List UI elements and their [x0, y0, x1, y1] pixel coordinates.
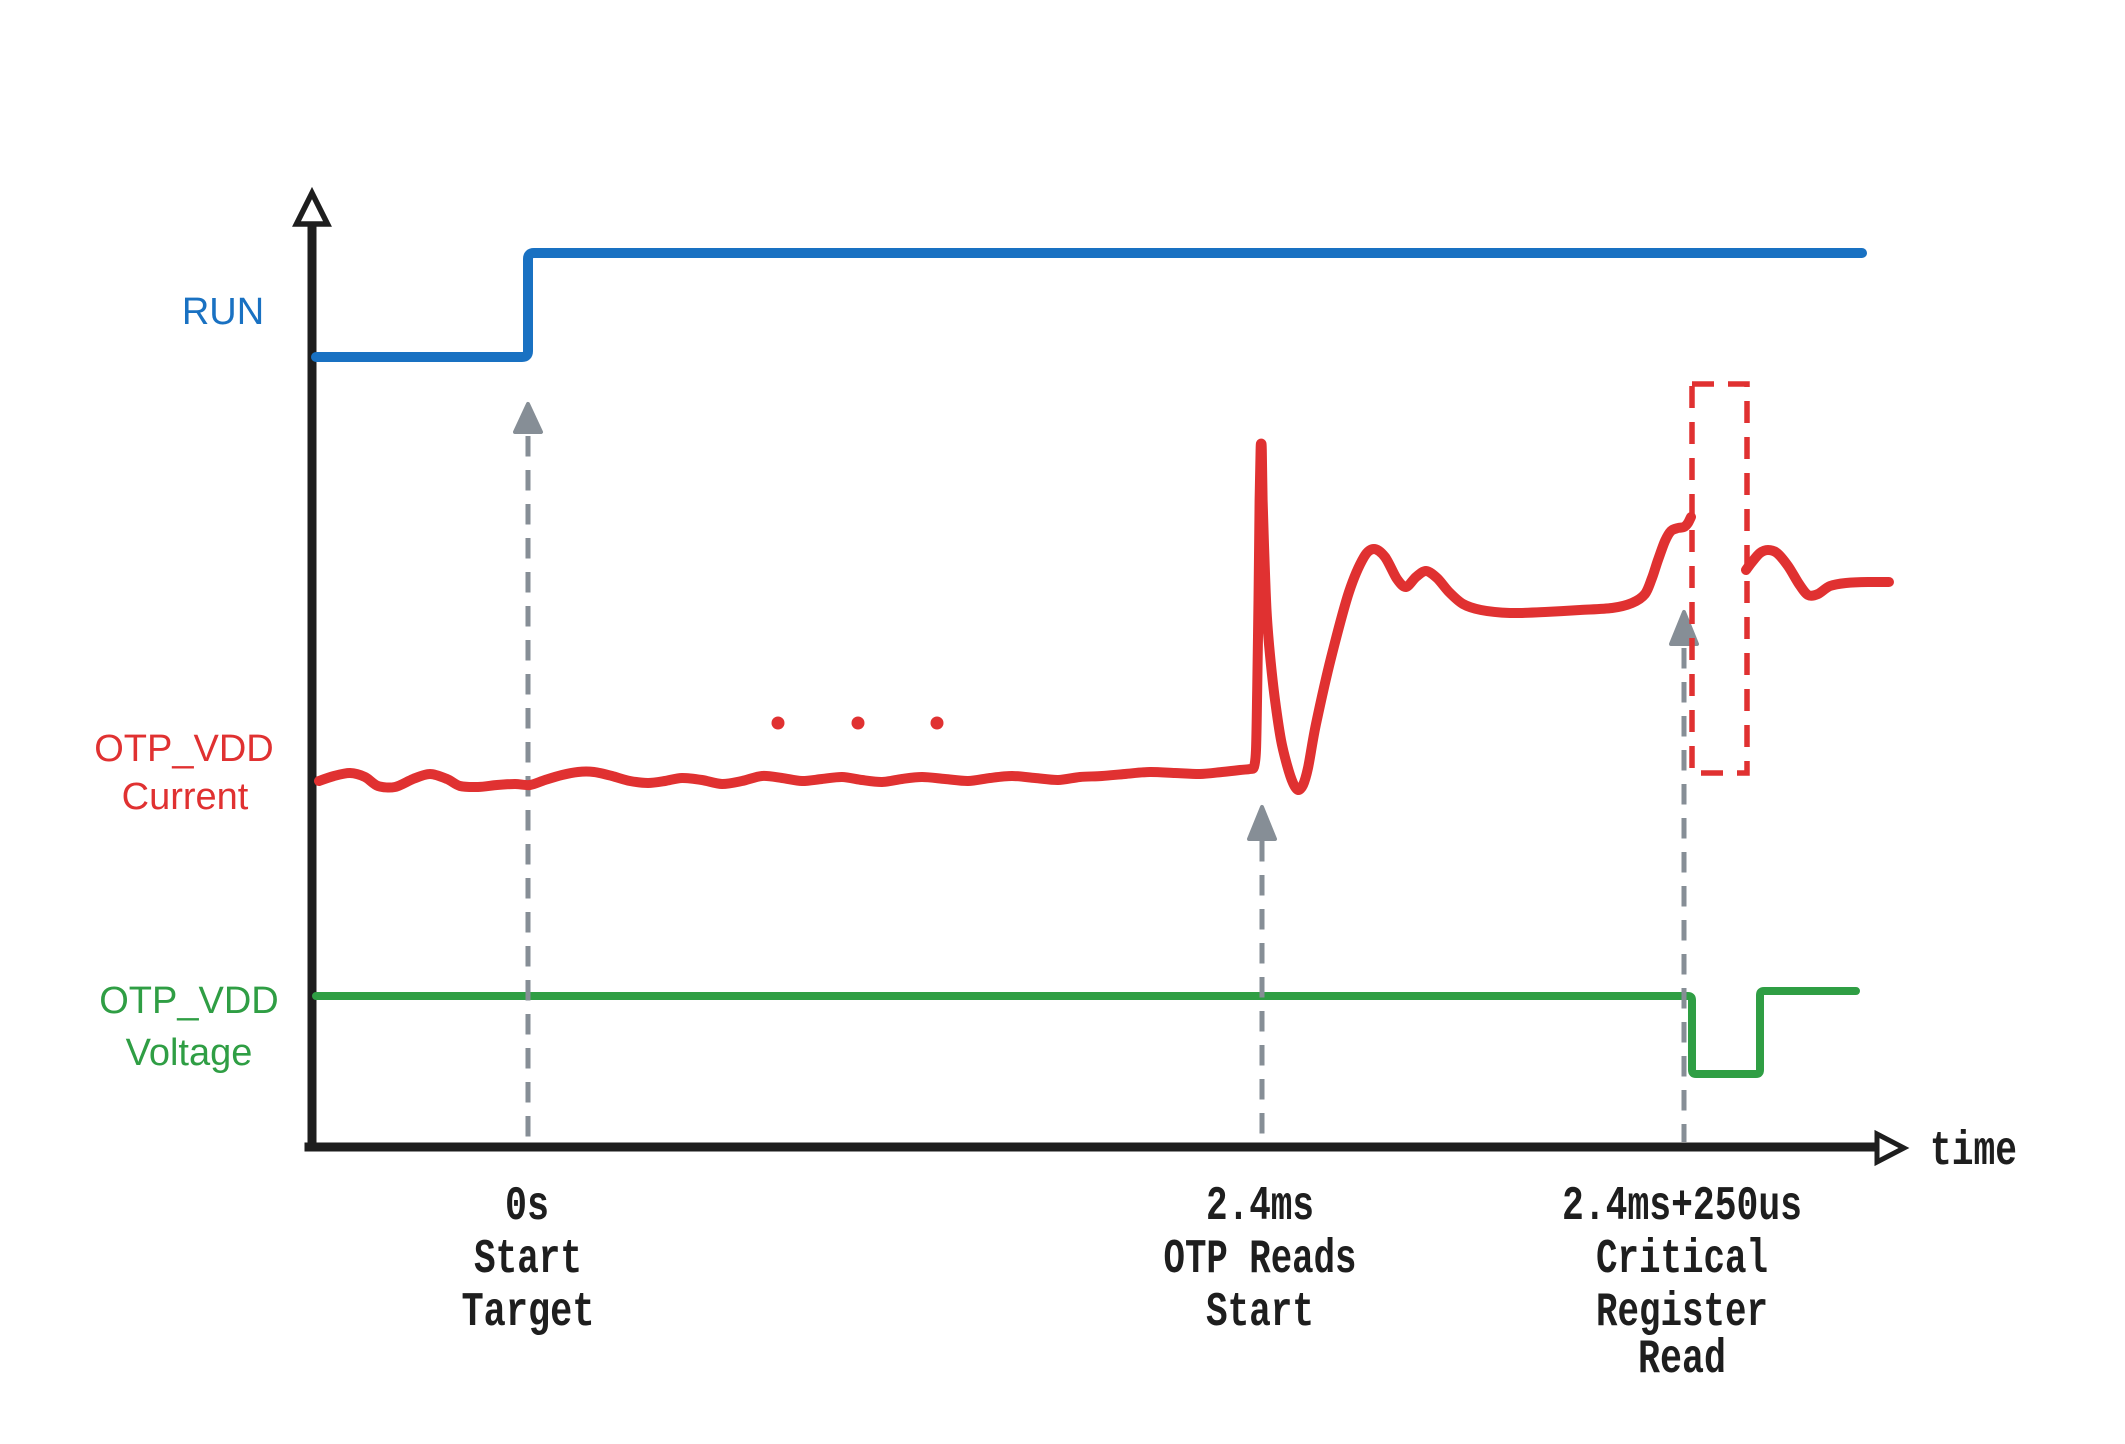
svg-text:2.4ms: 2.4ms [1206, 1180, 1314, 1234]
svg-text:time: time [1930, 1125, 2017, 1179]
svg-text:0s: 0s [505, 1180, 549, 1234]
svg-text:Read: Read [1638, 1333, 1726, 1387]
svg-text:Target: Target [462, 1286, 595, 1340]
svg-text:Start: Start [474, 1233, 582, 1287]
svg-text:Voltage: Voltage [126, 1032, 253, 1074]
svg-text:Critical: Critical [1596, 1233, 1768, 1287]
svg-text:Register: Register [1596, 1286, 1768, 1340]
svg-text:2.4ms+250us: 2.4ms+250us [1562, 1180, 1802, 1234]
svg-text:OTP Reads: OTP Reads [1164, 1233, 1357, 1287]
svg-text:OTP_VDD: OTP_VDD [94, 728, 273, 770]
svg-text:Start: Start [1206, 1286, 1314, 1340]
svg-text:RUN: RUN [182, 291, 264, 333]
svg-text:Current: Current [122, 776, 249, 818]
svg-text:OTP_VDD: OTP_VDD [99, 980, 278, 1022]
